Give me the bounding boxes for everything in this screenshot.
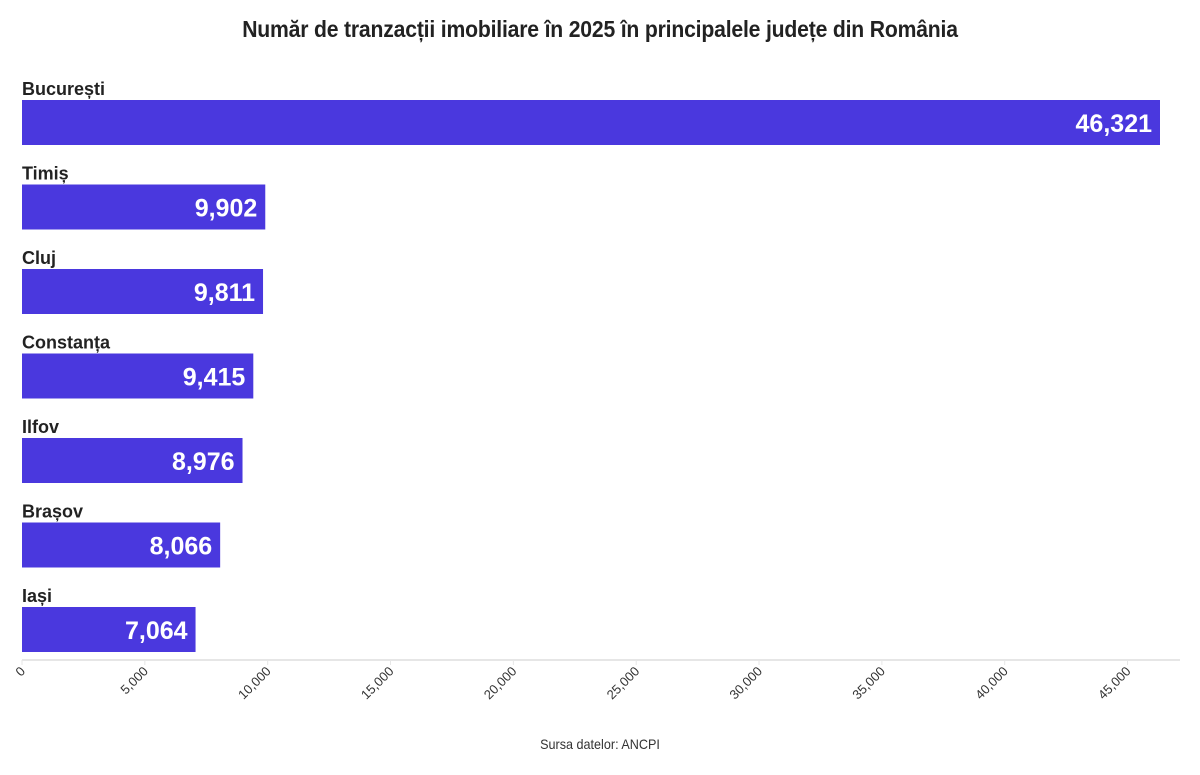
- category-label: Iași: [22, 586, 52, 606]
- bar: [22, 100, 1160, 145]
- value-label: 9,902: [195, 195, 258, 223]
- x-tick-label: 45,000: [1095, 664, 1134, 703]
- bar: [22, 184, 266, 230]
- value-label: 8,066: [150, 533, 213, 561]
- category-label: București: [22, 79, 105, 99]
- value-label: 7,064: [125, 617, 188, 645]
- bar: [22, 353, 254, 399]
- bar: [22, 269, 264, 314]
- x-tick-label: 0: [12, 664, 28, 680]
- category-label: Ilfov: [22, 417, 59, 437]
- x-tick-label: 15,000: [358, 664, 397, 703]
- x-tick-label: 5,000: [117, 664, 151, 698]
- bar: [22, 607, 196, 652]
- x-tick-label: 30,000: [726, 664, 765, 703]
- category-label: Constanța: [22, 333, 111, 353]
- bar: [22, 522, 221, 568]
- x-tick-label: 40,000: [972, 664, 1011, 703]
- value-label: 9,811: [194, 279, 255, 307]
- bar: [22, 438, 243, 483]
- value-label: 8,976: [172, 448, 235, 476]
- chart-source: Sursa datelor: ANCPI: [540, 736, 660, 752]
- category-label: Cluj: [22, 248, 56, 268]
- chart-title: Număr de tranzacții imobiliare în 2025 î…: [242, 16, 958, 42]
- value-label: 46,321: [1076, 110, 1153, 138]
- x-tick-label: 20,000: [481, 664, 520, 703]
- value-label: 9,415: [183, 364, 246, 392]
- x-tick-label: 35,000: [849, 664, 888, 703]
- category-label: Timiș: [22, 164, 69, 184]
- x-tick-label: 25,000: [604, 664, 643, 703]
- x-tick-label: 10,000: [235, 664, 274, 703]
- category-label: Brașov: [22, 502, 83, 522]
